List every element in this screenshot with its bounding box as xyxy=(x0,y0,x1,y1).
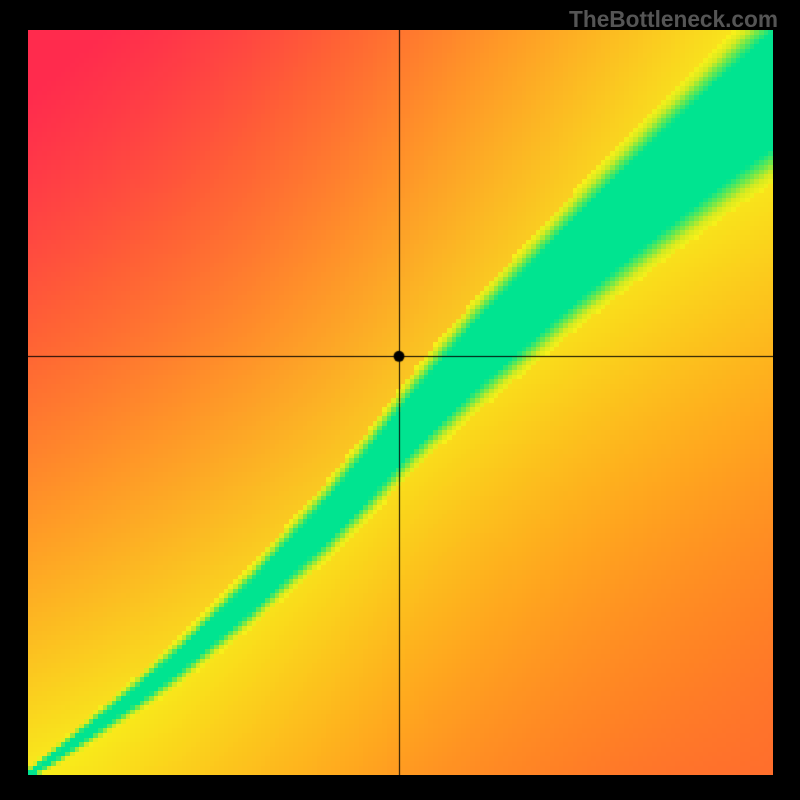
watermark-text: TheBottleneck.com xyxy=(569,6,778,33)
crosshair-overlay xyxy=(28,30,773,775)
chart-container: TheBottleneck.com xyxy=(0,0,800,800)
